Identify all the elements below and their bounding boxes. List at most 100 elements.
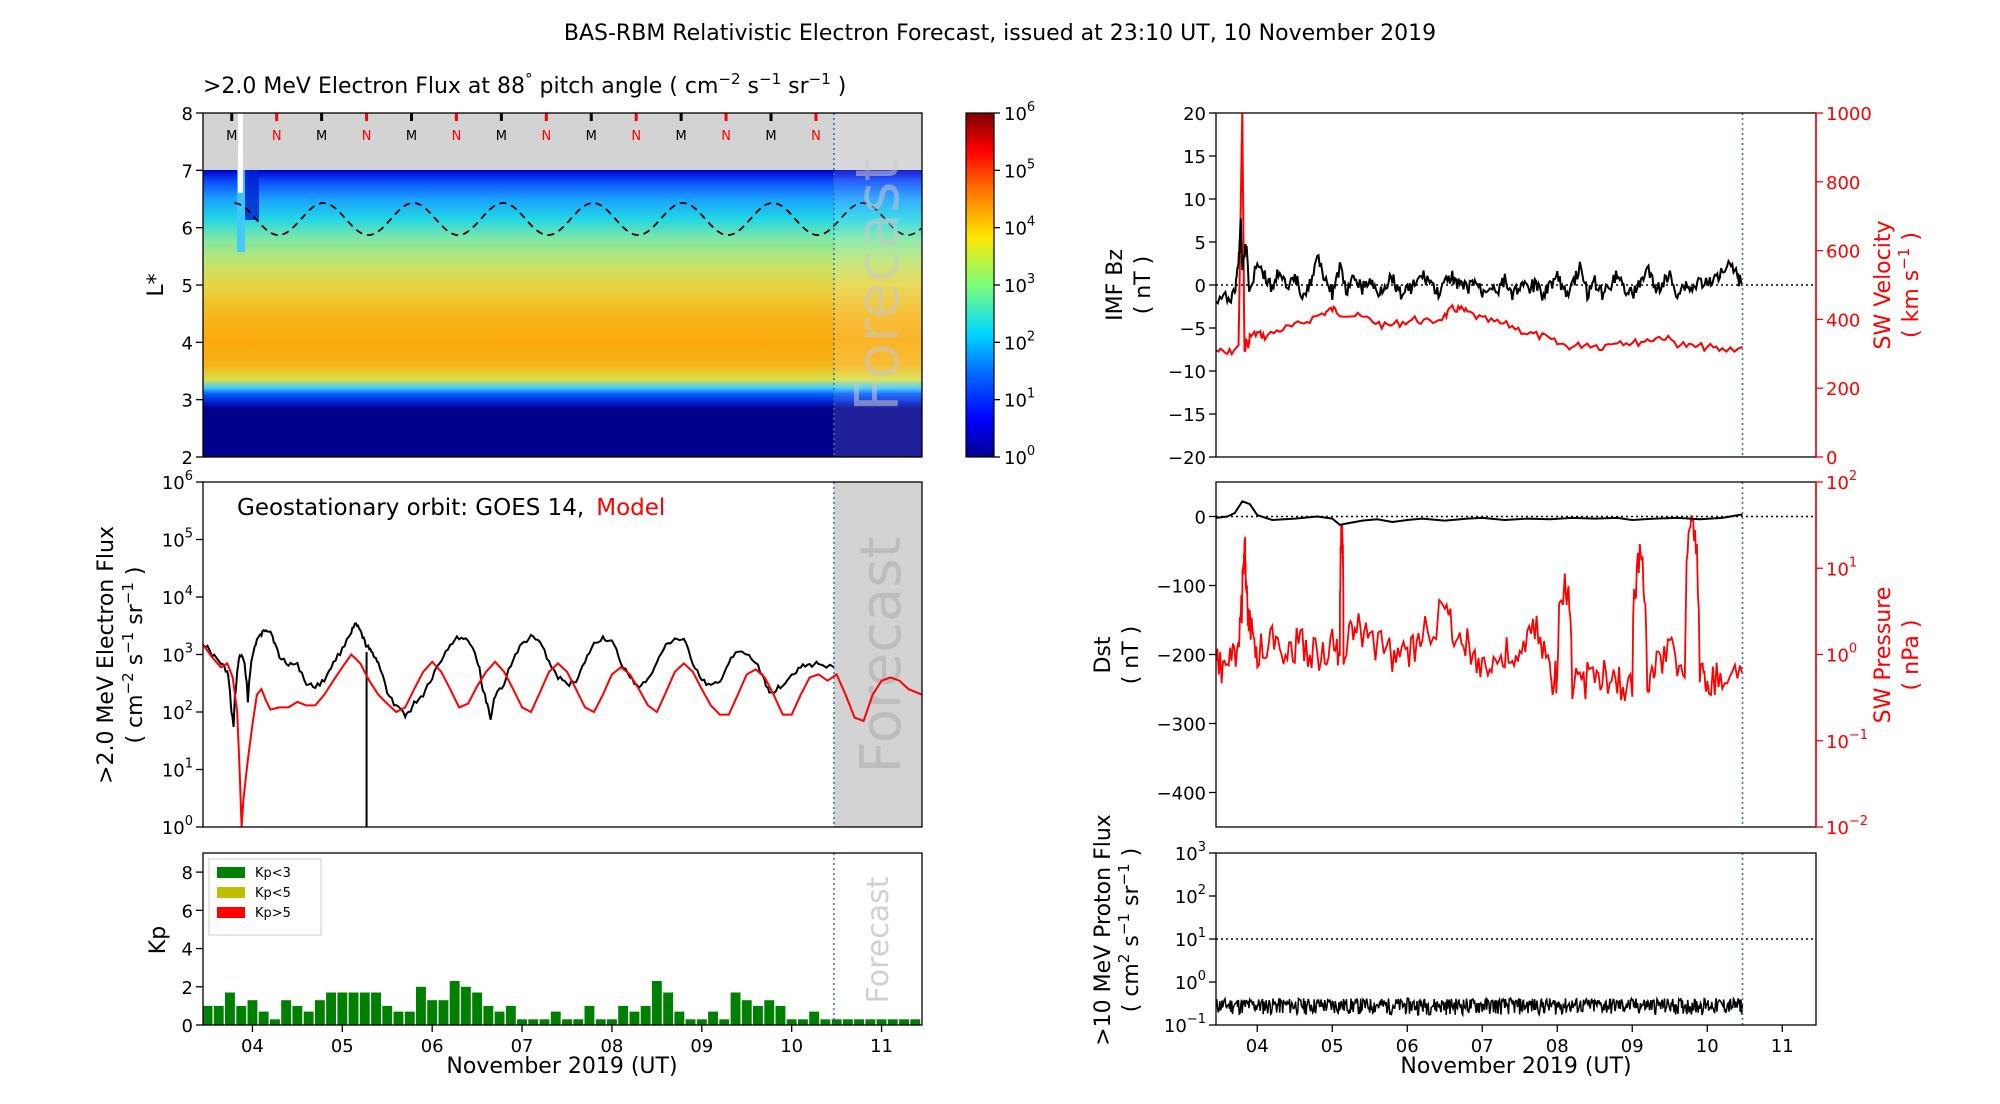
tick-base: 10 — [1175, 844, 1198, 865]
mn-label: M — [406, 129, 417, 144]
x-tick-label: 07 — [1471, 1036, 1494, 1057]
x-tick-label: 04 — [1246, 1036, 1269, 1057]
tick-base: 10 — [162, 818, 185, 839]
y-tick-label: 2 — [182, 448, 193, 469]
tick-base: 10 — [1175, 930, 1198, 951]
geo-axes-frame — [202, 481, 923, 828]
kp-bar — [258, 1011, 269, 1025]
tick-base: 10 — [1826, 818, 1849, 839]
lstar-flux-panel: >2.0 MeV Electron Flux at 88° pitch angl… — [144, 70, 1035, 469]
tick-exponent: 6 — [1027, 100, 1035, 115]
kp-x-ticks: 04 05 06 07 08 09 10 11 — [241, 1025, 893, 1057]
tick-base: 10 — [1826, 559, 1849, 580]
kp-bar — [708, 1011, 718, 1025]
kp-bar — [213, 1005, 224, 1025]
y-tick-label: −400 — [1157, 784, 1206, 805]
tick-exponent: −1 — [1187, 1012, 1206, 1027]
tick-exponent: 2 — [1027, 329, 1035, 344]
kp-legend: Kp<3 Kp<5 Kp>5 — [208, 858, 322, 936]
x-tick-label: 10 — [780, 1036, 803, 1057]
tick-exponent: 0 — [185, 814, 193, 829]
y-tick-label: 5 — [1195, 233, 1206, 254]
y-tick-label: 2 — [182, 978, 193, 999]
kp-bar — [404, 1011, 415, 1025]
y-tick-label: 0 — [1826, 448, 1837, 469]
kp-y-ticks: 0 2 4 6 8 — [182, 863, 203, 1037]
no-data-region — [203, 113, 922, 170]
tick-base: 10 — [162, 761, 185, 782]
sw-pressure-line — [1216, 515, 1744, 702]
mn-label: N — [631, 129, 641, 144]
imf-sw-panel: −20 −15 −10 −5 0 5 10 15 20 0 200 400 600 800 1000 IM… — [1103, 104, 1924, 469]
kp-bar — [303, 1011, 314, 1025]
x-tick-label: 10 — [1696, 1036, 1719, 1057]
y-tick-label: 103 — [1175, 840, 1206, 865]
x-tick-label: 11 — [1771, 1036, 1794, 1057]
kp-bar — [337, 992, 348, 1025]
tick-base: 10 — [1826, 646, 1849, 667]
kp-bar — [753, 1005, 763, 1025]
kp-bar — [505, 1005, 516, 1025]
y-tick-label: 10−2 — [1826, 814, 1868, 839]
tick-base: 10 — [162, 646, 185, 667]
y-tick-label: 0 — [1195, 508, 1206, 529]
y-tick-label: −300 — [1157, 715, 1206, 736]
x-tick-label: 04 — [241, 1036, 264, 1057]
kp-bar — [730, 992, 741, 1025]
colorbar-tick-label: 105 — [1004, 157, 1035, 182]
tick-base: 10 — [162, 531, 185, 552]
tick-exponent: 0 — [1027, 444, 1035, 459]
storm-depletion-patch — [237, 170, 245, 252]
y-tick-label: 103 — [162, 642, 193, 667]
lstar-y-ticks: 2 3 4 5 6 7 8 — [182, 104, 203, 469]
x-tick-label: 09 — [1621, 1036, 1644, 1057]
mn-label: M — [586, 129, 597, 144]
tick-exponent: 1 — [1198, 926, 1206, 941]
kp-panel: Forecast 0 2 4 6 8 04 05 06 07 08 09 10 11 Kp<3 Kp<… — [146, 852, 923, 1079]
x-tick-label: 09 — [690, 1036, 713, 1057]
kp-bar — [348, 992, 359, 1025]
kp-bar — [573, 1019, 584, 1025]
y-tick-label: 200 — [1826, 379, 1860, 400]
y-tick-label: −20 — [1168, 448, 1206, 469]
x-tick-label: 11 — [870, 1036, 893, 1057]
bz-y-label-line1: IMF Bz — [1103, 249, 1128, 321]
dst-y-ticks: −400 −300 −200 −100 0 — [1157, 508, 1216, 805]
tick-base: 10 — [162, 473, 185, 494]
model-flux-line — [203, 643, 922, 827]
tick-base: 10 — [1004, 391, 1027, 412]
y-tick-label: 100 — [162, 814, 193, 839]
x-tick-label: 06 — [421, 1036, 444, 1057]
y-tick-label: 6 — [182, 901, 193, 922]
y-tick-label: 3 — [182, 391, 193, 412]
lstar-y-label: L* — [144, 273, 169, 296]
mn-label: N — [721, 129, 731, 144]
y-tick-label: 102 — [1826, 469, 1857, 494]
kp-bar — [607, 1019, 617, 1025]
kp-bar — [899, 1019, 909, 1025]
data-gap-line — [238, 113, 243, 193]
proton-x-label: November 2019 (UT) — [1400, 1054, 1631, 1079]
kp-bar — [359, 992, 370, 1025]
kp-bar — [865, 1019, 876, 1025]
y-tick-label: 4 — [182, 333, 193, 354]
forecast-shade — [833, 482, 922, 827]
kp-bar — [314, 1000, 325, 1025]
kp-bar — [910, 1019, 921, 1025]
x-tick-label: 08 — [600, 1036, 623, 1057]
tick-exponent: 4 — [1027, 215, 1035, 230]
proton-flux-line — [1216, 996, 1744, 1018]
tick-exponent: 2 — [1198, 883, 1206, 898]
kp-bar — [798, 1019, 808, 1025]
model-annotation: Model — [596, 495, 665, 521]
tick-base: 10 — [1826, 473, 1849, 494]
kp-bar — [618, 1005, 629, 1025]
bz-y-label-line2: ( nT ) — [1131, 256, 1156, 315]
kp-bar — [371, 992, 381, 1025]
dst-y-label-line2: ( nT ) — [1119, 626, 1144, 685]
kp-legend-swatch-red — [217, 907, 245, 918]
